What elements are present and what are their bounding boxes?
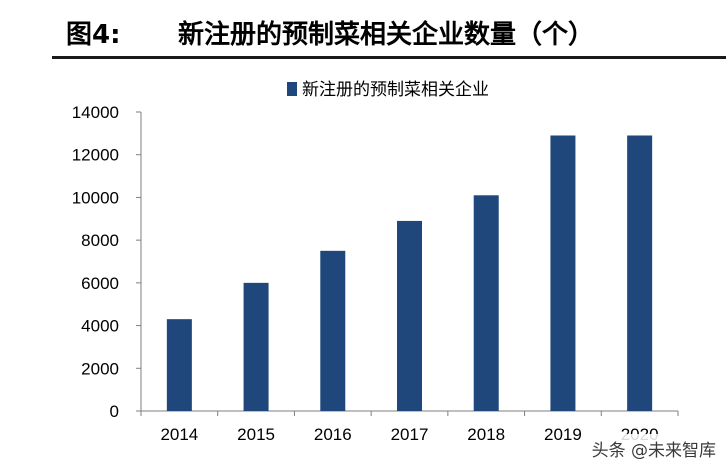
legend-label: 新注册的预制菜相关企业 [302, 80, 489, 100]
x-tick-label: 2016 [314, 425, 352, 444]
x-tick-label: 2015 [237, 425, 275, 444]
bar-2014 [166, 319, 192, 411]
y-tick-label: 14000 [72, 103, 119, 122]
y-tick-label: 4000 [81, 317, 119, 336]
bar-series [166, 135, 653, 411]
chart-legend: 新注册的预制菜相关企业 [287, 80, 489, 100]
x-tick-label: 2014 [160, 425, 198, 444]
bar-2015 [243, 282, 269, 411]
bar-2019 [550, 135, 576, 411]
bar-2020 [627, 135, 653, 411]
y-tick-label: 8000 [81, 231, 119, 250]
y-axis: 0 2000 4000 6000 8000 10000 12000 14000 [72, 103, 142, 421]
figure-title: 新注册的预制菜相关企业数量（个） [178, 20, 595, 50]
y-tick-label: 10000 [72, 188, 119, 207]
figure-label: 图4: [66, 20, 121, 50]
figure-header: 图4: 新注册的预制菜相关企业数量（个） [0, 0, 726, 60]
header-rule [52, 56, 726, 59]
watermark-text: 头条 @未来智库 [587, 434, 720, 463]
bar-2016 [320, 250, 346, 411]
legend-swatch [287, 82, 297, 96]
x-axis: 2014201520162017201820192020 [140, 410, 679, 444]
y-tick-label: 2000 [81, 359, 119, 378]
bar-2017 [397, 220, 422, 411]
y-tick-label: 0 [110, 402, 119, 421]
y-tick-label: 6000 [81, 274, 119, 293]
x-tick-label: 2017 [391, 425, 429, 444]
y-tick-label: 12000 [72, 146, 119, 165]
x-tick-label: 2019 [544, 425, 582, 444]
bar-2018 [473, 195, 499, 411]
x-tick-label: 2018 [467, 425, 505, 444]
